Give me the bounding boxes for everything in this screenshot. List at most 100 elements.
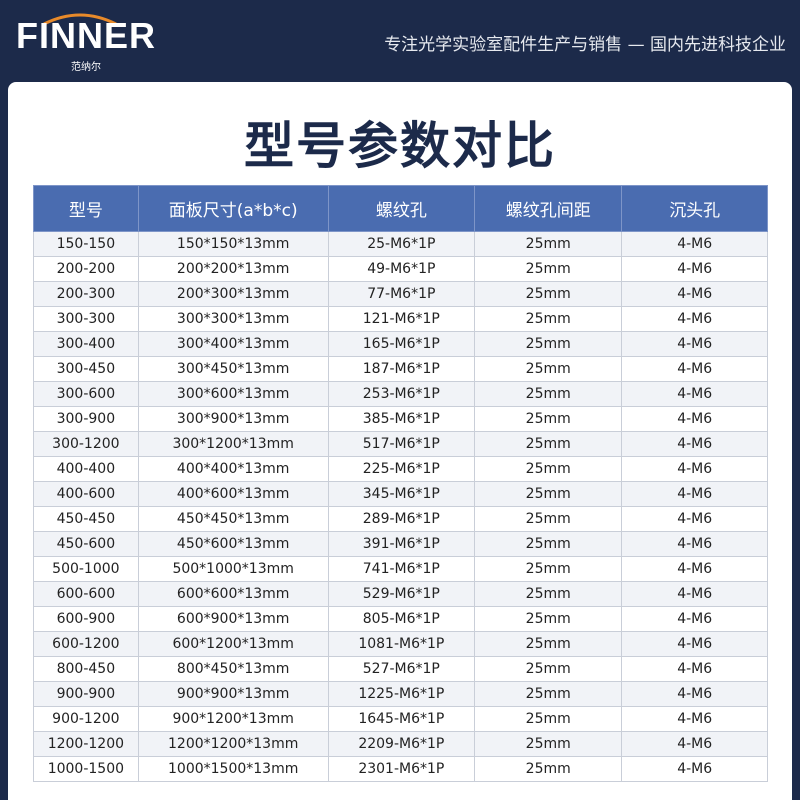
table-cell: 25mm xyxy=(474,531,623,557)
table-cell: 25mm xyxy=(474,306,623,332)
table-row: 300-600 300*600*13mm 253-M6*1P 25mm 4-M6 xyxy=(33,381,768,407)
table-cell: 4-M6 xyxy=(621,606,768,632)
table-cell: 4-M6 xyxy=(621,631,768,657)
table-row: 200-200 200*200*13mm 49-M6*1P 25mm 4-M6 xyxy=(33,256,768,282)
table-cell: 4-M6 xyxy=(621,481,768,507)
table-cell: 49-M6*1P xyxy=(327,256,476,282)
table-cell: 741-M6*1P xyxy=(327,556,476,582)
table-cell: 4-M6 xyxy=(621,531,768,557)
table-row: 500-1000 500*1000*13mm 741-M6*1P 25mm 4-M6 xyxy=(33,556,768,582)
table-cell: 25mm xyxy=(474,656,623,682)
table-row: 900-1200 900*1200*13mm 1645-M6*1P 25mm 4-M6 xyxy=(33,706,768,732)
table-row: 1200-1200 1200*1200*13mm 2209-M6*1P 25mm 4-M… xyxy=(33,731,768,757)
table-cell: 300-600 xyxy=(33,381,139,407)
table-row: 400-600 400*600*13mm 345-M6*1P 25mm 4-M6 xyxy=(33,481,768,507)
table-cell: 800*450*13mm xyxy=(137,656,329,682)
table-cell: 600*600*13mm xyxy=(137,581,329,607)
table-cell: 300-300 xyxy=(33,306,139,332)
table-cell: 200-200 xyxy=(33,256,139,282)
header-row: 型号 面板尺寸(a*b*c) 螺纹孔 螺纹孔间距 沉头孔 xyxy=(33,185,768,232)
table-cell: 300*450*13mm xyxy=(137,356,329,382)
table-cell: 225-M6*1P xyxy=(327,456,476,482)
table-cell: 253-M6*1P xyxy=(327,381,476,407)
table-cell: 600-900 xyxy=(33,606,139,632)
table-cell: 300-1200 xyxy=(33,431,139,457)
column-header: 螺纹孔 xyxy=(327,185,476,232)
table-cell: 1200-1200 xyxy=(33,731,139,757)
table-cell: 25mm xyxy=(474,706,623,732)
title: 型号参数对比 xyxy=(244,117,556,175)
table-row: 600-1200 600*1200*13mm 1081-M6*1P 25mm 4-M6 xyxy=(33,631,768,657)
table-cell: 25-M6*1P xyxy=(327,231,476,257)
table-cell: 4-M6 xyxy=(621,581,768,607)
logo-sub: 范纳尔 xyxy=(71,62,101,73)
table-cell: 527-M6*1P xyxy=(327,656,476,682)
table-cell: 500*1000*13mm xyxy=(137,556,329,582)
table-cell: 600*900*13mm xyxy=(137,606,329,632)
table-cell: 25mm xyxy=(474,456,623,482)
table-cell: 345-M6*1P xyxy=(327,481,476,507)
table-cell: 600-1200 xyxy=(33,631,139,657)
table-cell: 1200*1200*13mm xyxy=(137,731,329,757)
table-cell: 4-M6 xyxy=(621,356,768,382)
column-header: 型号 xyxy=(33,185,139,232)
table-cell: 450-600 xyxy=(33,531,139,557)
table-cell: 4-M6 xyxy=(621,381,768,407)
table-row: 400-400 400*400*13mm 225-M6*1P 25mm 4-M6 xyxy=(33,456,768,482)
table-cell: 25mm xyxy=(474,606,623,632)
table-cell: 300*600*13mm xyxy=(137,381,329,407)
table-row: 150-150 150*150*13mm 25-M6*1P 25mm 4-M6 xyxy=(33,231,768,257)
table-row: 600-900 600*900*13mm 805-M6*1P 25mm 4-M6 xyxy=(33,606,768,632)
table-row: 300-300 300*300*13mm 121-M6*1P 25mm 4-M6 xyxy=(33,306,768,332)
table-cell: 289-M6*1P xyxy=(327,506,476,532)
table-cell: 517-M6*1P xyxy=(327,431,476,457)
table-cell: 4-M6 xyxy=(621,506,768,532)
table-cell: 600*1200*13mm xyxy=(137,631,329,657)
table-cell: 200-300 xyxy=(33,281,139,307)
table-cell: 400-600 xyxy=(33,481,139,507)
table-row: 900-900 900*900*13mm 1225-M6*1P 25mm 4-M6 xyxy=(33,681,768,707)
table-cell: 900-1200 xyxy=(33,706,139,732)
table-cell: 4-M6 xyxy=(621,681,768,707)
table-cell: 4-M6 xyxy=(621,706,768,732)
table-cell: 300*400*13mm xyxy=(137,331,329,357)
table-cell: 4-M6 xyxy=(621,306,768,332)
table-cell: 385-M6*1P xyxy=(327,406,476,432)
table-cell: 25mm xyxy=(474,631,623,657)
table-cell: 25mm xyxy=(474,681,623,707)
table-cell: 1645-M6*1P xyxy=(327,706,476,732)
table-cell: 25mm xyxy=(474,406,623,432)
table-cell: 4-M6 xyxy=(621,281,768,307)
table-cell: 25mm xyxy=(474,506,623,532)
table-cell: 600-600 xyxy=(33,581,139,607)
logo-text: FINNER xyxy=(16,15,156,56)
table-row: 300-450 300*450*13mm 187-M6*1P 25mm 4-M6 xyxy=(33,356,768,382)
table-cell: 1000-1500 xyxy=(33,756,139,782)
column-header: 螺纹孔间距 xyxy=(474,185,623,232)
table-cell: 2209-M6*1P xyxy=(327,731,476,757)
table-cell: 450*450*13mm xyxy=(137,506,329,532)
table-cell: 200*300*13mm xyxy=(137,281,329,307)
table-cell: 4-M6 xyxy=(621,656,768,682)
table-cell: 200*200*13mm xyxy=(137,256,329,282)
table-cell: 1000*1500*13mm xyxy=(137,756,329,782)
table-cell: 25mm xyxy=(474,331,623,357)
table-cell: 4-M6 xyxy=(621,331,768,357)
table-cell: 900*1200*13mm xyxy=(137,706,329,732)
table-cell: 391-M6*1P xyxy=(327,531,476,557)
table-cell: 500-1000 xyxy=(33,556,139,582)
table-cell: 4-M6 xyxy=(621,731,768,757)
table-cell: 400-400 xyxy=(33,456,139,482)
table-cell: 25mm xyxy=(474,756,623,782)
table-cell: 150*150*13mm xyxy=(137,231,329,257)
table-cell: 150-150 xyxy=(33,231,139,257)
table-cell: 4-M6 xyxy=(621,556,768,582)
table-row: 1000-1500 1000*1500*13mm 2301-M6*1P 25mm 4-M… xyxy=(33,756,768,782)
table-cell: 1225-M6*1P xyxy=(327,681,476,707)
tagline: 专注光学实验室配件生产与销售 — 国内先进科技企业 xyxy=(384,35,786,55)
table-cell: 25mm xyxy=(474,556,623,582)
table-cell: 400*600*13mm xyxy=(137,481,329,507)
logo: FINNER 范纳尔 xyxy=(16,15,156,74)
table-cell: 187-M6*1P xyxy=(327,356,476,382)
